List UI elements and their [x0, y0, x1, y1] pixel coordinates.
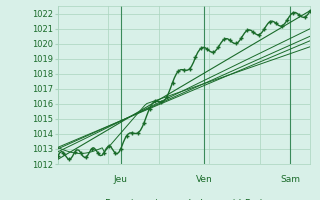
Text: Sam: Sam [280, 175, 300, 184]
Text: Jeu: Jeu [114, 175, 128, 184]
Text: Pression niveau de la mer( hPa ): Pression niveau de la mer( hPa ) [105, 199, 263, 200]
Text: Ven: Ven [196, 175, 212, 184]
